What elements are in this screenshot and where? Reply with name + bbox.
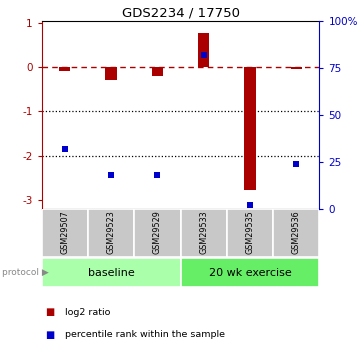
Text: baseline: baseline (88, 268, 134, 278)
Point (155, 172, 160, 178)
Point (62, 146, 68, 151)
Text: GSM29533: GSM29533 (199, 210, 208, 254)
Text: GSM29536: GSM29536 (292, 210, 301, 254)
Point (201, 52, 206, 57)
Point (108, 172, 114, 178)
Bar (105, 67, 117, 80)
Text: log2 ratio: log2 ratio (65, 308, 110, 317)
Text: percentile rank within the sample: percentile rank within the sample (65, 330, 225, 339)
Bar (198, 33, 209, 67)
Bar (152, 67, 163, 76)
Point (247, 202, 253, 208)
Title: GDS2234 / 17750: GDS2234 / 17750 (122, 7, 239, 20)
Bar (180, 258, 319, 287)
Text: 20 wk exercise: 20 wk exercise (209, 268, 291, 278)
Bar (273, 209, 319, 257)
Text: ■: ■ (45, 330, 55, 339)
Bar (244, 67, 256, 190)
Point (293, 161, 299, 166)
Bar (291, 67, 302, 69)
Bar (227, 209, 273, 257)
Text: GSM29529: GSM29529 (153, 210, 162, 254)
Text: GSM29535: GSM29535 (245, 210, 255, 254)
Bar (42, 209, 88, 257)
Bar (88, 209, 134, 257)
Bar (42, 258, 180, 287)
Bar (134, 209, 180, 257)
Bar (180, 209, 227, 257)
Text: ■: ■ (45, 307, 55, 317)
Text: protocol ▶: protocol ▶ (2, 268, 49, 277)
Text: GSM29523: GSM29523 (106, 210, 116, 254)
Bar (59, 67, 70, 71)
Text: GSM29507: GSM29507 (60, 210, 69, 254)
